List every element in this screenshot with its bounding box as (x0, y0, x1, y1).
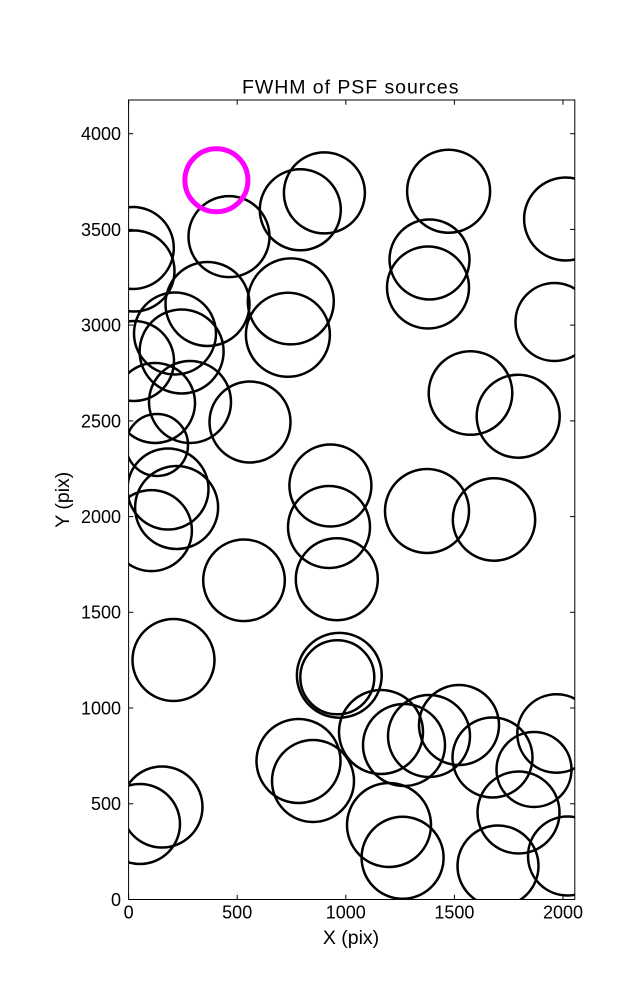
svg-text:1000: 1000 (326, 903, 366, 923)
svg-text:2500: 2500 (81, 411, 121, 431)
svg-text:FWHM of PSF sources: FWHM of PSF sources (242, 77, 459, 99)
svg-text:X (pix): X (pix) (323, 927, 379, 949)
svg-text:0: 0 (124, 903, 134, 923)
svg-text:1000: 1000 (81, 698, 121, 718)
svg-text:3000: 3000 (81, 316, 121, 336)
svg-text:3500: 3500 (81, 220, 121, 240)
svg-text:4000: 4000 (81, 124, 121, 144)
svg-text:500: 500 (91, 794, 121, 814)
svg-text:500: 500 (222, 903, 252, 923)
svg-text:1500: 1500 (434, 903, 474, 923)
svg-text:1500: 1500 (81, 603, 121, 623)
svg-text:0: 0 (111, 890, 121, 910)
svg-text:2000: 2000 (81, 507, 121, 527)
svg-text:Y (pix): Y (pix) (52, 472, 74, 528)
svg-text:2000: 2000 (543, 903, 583, 923)
